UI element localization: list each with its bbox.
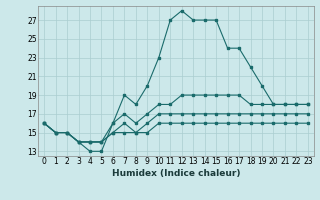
- X-axis label: Humidex (Indice chaleur): Humidex (Indice chaleur): [112, 169, 240, 178]
